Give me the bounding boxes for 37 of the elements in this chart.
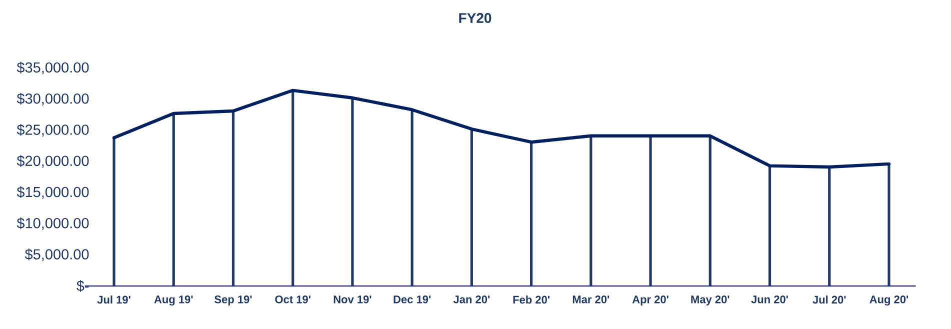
x-tick-label: Sep 19'	[214, 296, 252, 306]
chart-title: FY20	[459, 13, 492, 23]
x-tick-label: Aug 20'	[870, 296, 908, 306]
x-tick-label: Jul 19'	[97, 296, 130, 304]
y-tick-label: $-	[76, 280, 89, 292]
x-tick-label: Oct 19'	[275, 296, 310, 304]
x-tick-label: Apr 20'	[632, 296, 668, 306]
bar	[768, 166, 772, 286]
bar	[828, 167, 831, 286]
y-tick-label: $5,000.00	[24, 248, 89, 262]
bar	[649, 136, 652, 286]
x-tick-label: Nov 19'	[334, 296, 372, 304]
x-tick-label: Jan 20'	[453, 296, 490, 304]
bar	[470, 129, 473, 286]
bar	[410, 110, 414, 286]
bar	[888, 164, 890, 286]
x-tick-label: Jul 20'	[812, 296, 846, 304]
x-tick-label: Jun 20'	[751, 296, 788, 304]
bar	[172, 113, 175, 286]
bar	[351, 98, 354, 286]
y-tick-label: $20,000.00	[16, 155, 89, 168]
y-tick-label: $15,000.00	[16, 186, 89, 199]
bar	[708, 136, 712, 286]
y-tick-label: $25,000.00	[16, 124, 89, 137]
bar	[530, 142, 533, 286]
y-tick-label: $10,000.00	[16, 217, 89, 230]
bar	[590, 136, 592, 286]
y-tick-label: $35,000.00	[16, 62, 89, 74]
x-tick-label: Mar 20'	[572, 296, 610, 304]
bar	[112, 138, 116, 286]
x-tick-label: Feb 20'	[513, 296, 550, 304]
x-tick-label: Aug 19'	[154, 296, 193, 306]
bar	[232, 110, 235, 286]
x-tick-label: Dec 19'	[394, 296, 431, 304]
bar	[292, 90, 294, 286]
y-tick-label: $30,000.00	[16, 92, 89, 106]
x-tick-label: May 20'	[691, 296, 730, 306]
